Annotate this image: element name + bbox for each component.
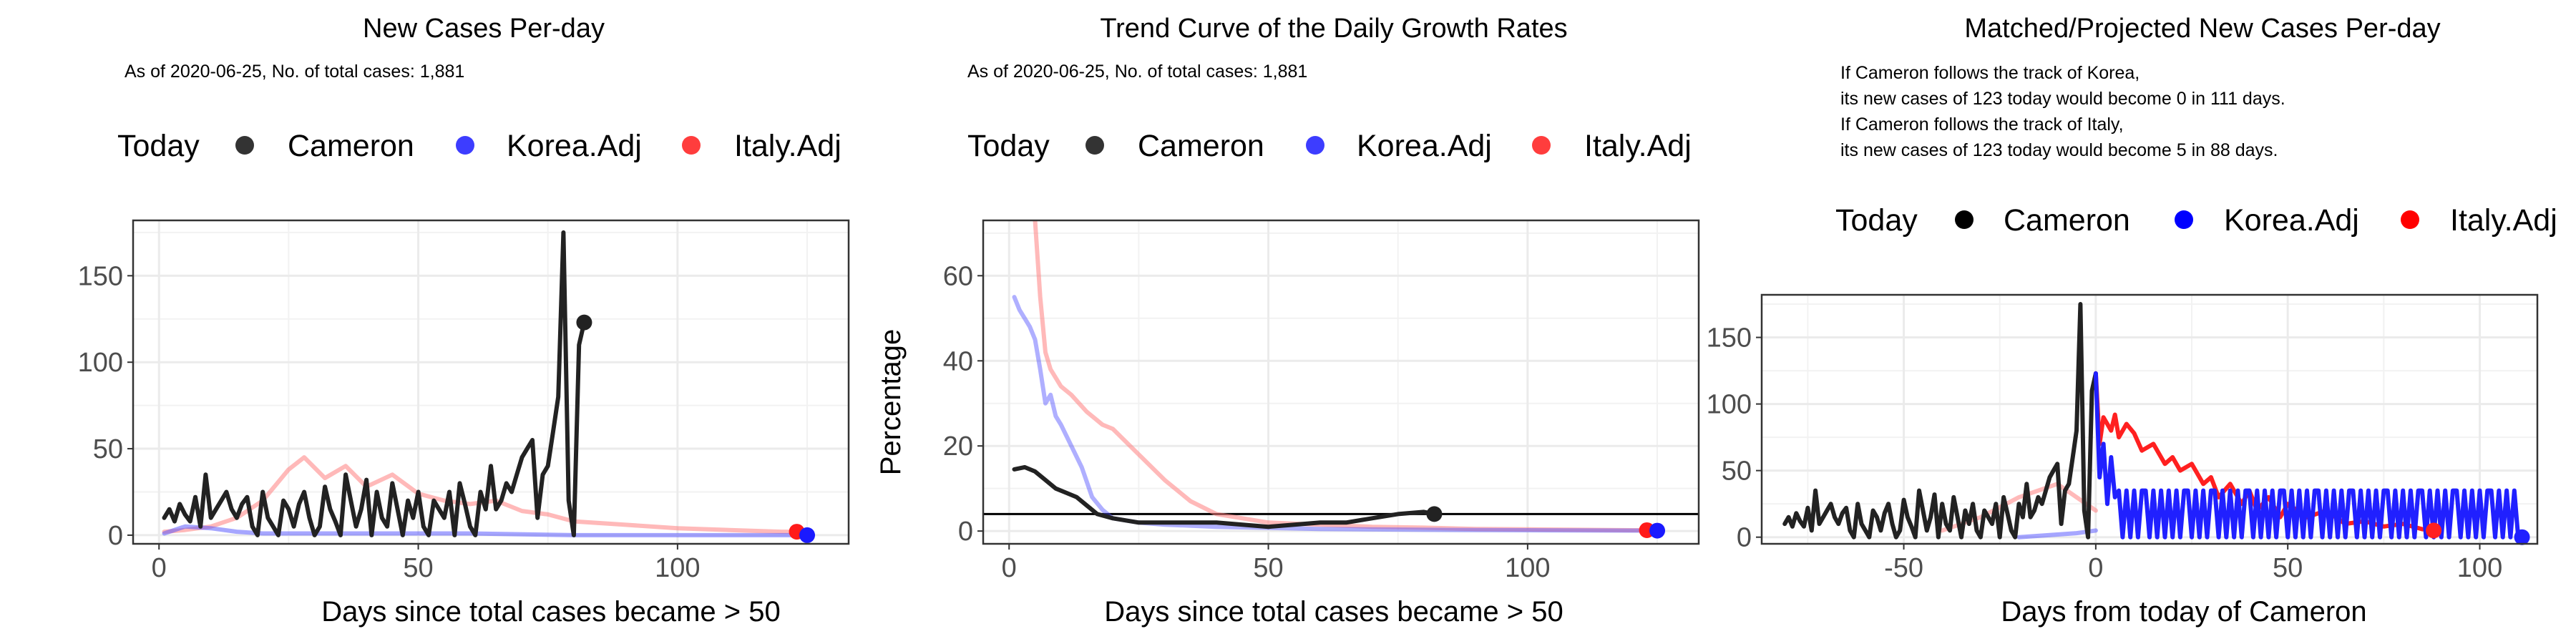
panel2-y-tick-label: 60 [943, 261, 973, 291]
panel2-legend-key-korea [1306, 136, 1324, 155]
panel3-y-tick-label: 50 [1722, 457, 1752, 487]
panel2-legend-korea: Korea.Adj [1357, 129, 1492, 163]
panel2-y-tick-label: 0 [958, 517, 973, 547]
panel1-plot-border [132, 219, 850, 545]
panel2-x-tick-label: 50 [1253, 553, 1283, 583]
panel3-x-tick-label: 0 [2088, 553, 2103, 583]
panel3-x-tick-label: -50 [1884, 553, 1923, 583]
panel-new-cases: New Cases Per-day As of 2020-06-25, No. … [78, 14, 850, 628]
panel3-series-cameron [1782, 302, 2098, 540]
panel2-xlabel: Days since total cases became > 50 [1104, 596, 1563, 628]
panel2-y-tick-label: 40 [943, 346, 973, 376]
panel1-endpoint-korea-adj [799, 527, 816, 543]
panel3-series-group [1782, 302, 2524, 540]
panel1-legend-key-cameron [235, 136, 254, 155]
panel1-title: New Cases Per-day [363, 14, 605, 44]
panel1-series-group [162, 230, 809, 537]
panel1-legend-korea: Korea.Adj [507, 129, 642, 163]
panel1-x-tick-label: 100 [655, 553, 700, 583]
panel1-y-tick-label: 0 [108, 521, 123, 551]
panel1-legend-cameron: Cameron [288, 129, 414, 163]
panel2-legend-key-italy [1532, 136, 1551, 155]
panel3-endpoint-italy-adj [2426, 522, 2442, 539]
panel2-endpoint-cameron [1426, 506, 1443, 522]
panel3-legend-key-cameron [1955, 210, 1974, 229]
panel2-endpoint-korea-adj [1649, 522, 1666, 539]
panel1-x-tick-label: 50 [403, 553, 433, 583]
panel1-y-tick-label: 150 [78, 261, 123, 291]
panel2-series-cameron [1012, 464, 1437, 530]
panel3-endpoint-korea-adj [2514, 529, 2530, 545]
panel2-y-tick-label: 20 [943, 431, 973, 462]
panel3-legend-cameron: Cameron [2004, 203, 2130, 238]
panel2-series-group [983, 220, 1699, 533]
panel1-subtitle: As of 2020-06-25, No. of total cases: 1,… [125, 62, 464, 82]
panel2-title: Trend Curve of the Daily Growth Rates [1100, 14, 1567, 44]
panel3-legend-title: Today [1835, 203, 1918, 238]
panel3-legend-key-korea [2175, 210, 2193, 229]
panel2-series-italy-adj [1033, 220, 1649, 532]
panel2-ylabel: Percentage [875, 329, 907, 476]
panel3-x-tick-label: 50 [2273, 553, 2303, 583]
panel3-y-tick-label: 100 [1707, 390, 1752, 420]
panel1-endpoint-cameron [576, 314, 592, 331]
panel3-legend-italy: Italy.Adj [2450, 203, 2557, 238]
panel2-legend-cameron: Cameron [1138, 129, 1264, 163]
panel1-legend: Today Cameron Korea.Adj Italy.Adj [117, 129, 841, 163]
panel1-series-cameron [162, 230, 587, 537]
panel3-plot-background [1762, 295, 2537, 544]
panel1-y-tick-label: 100 [78, 348, 123, 378]
panel1-legend-key-italy [682, 136, 701, 155]
panel2-x-tick-label: 100 [1505, 553, 1550, 583]
panel1-legend-key-korea [456, 136, 474, 155]
panel1-legend-title: Today [117, 129, 200, 163]
panel2-legend: Today Cameron Korea.Adj Italy.Adj [967, 129, 1692, 163]
panel3-annotation-line3: If Cameron follows the track of Italy, [1840, 114, 2124, 135]
panel2-plot-background [983, 220, 1699, 544]
panel1-plot: 0 50 100 0 50 100 150 [78, 219, 850, 583]
panel3-xlabel: Days from today of Cameron [2001, 596, 2366, 628]
panel2-legend-italy: Italy.Adj [1584, 129, 1692, 163]
panel1-y-tick-label: 50 [93, 434, 123, 464]
panel3-x-tick-label: 100 [2457, 553, 2502, 583]
panel2-plot: 0 50 100 0 20 40 60 [943, 219, 1700, 583]
panel1-x-tick-label: 0 [152, 553, 167, 583]
panel3-annotation-line2: its new cases of 123 today would become … [1840, 89, 2285, 109]
panel2-plot-border [982, 219, 1700, 545]
panel1-plot-background [133, 220, 849, 544]
panel-projected: Matched/Projected New Cases Per-day If C… [1707, 14, 2557, 628]
panel3-plot: -50 0 50 100 0 50 100 150 [1707, 293, 2539, 583]
panel3-plot-border [1760, 293, 2539, 545]
panel2-legend-title: Today [967, 129, 1050, 163]
panel3-legend-korea: Korea.Adj [2224, 203, 2359, 238]
panel2-x-tick-label: 0 [1002, 553, 1017, 583]
panel1-xlabel: Days since total cases became > 50 [321, 596, 780, 628]
panel3-y-tick-label: 150 [1707, 323, 1752, 353]
panel3-title: Matched/Projected New Cases Per-day [1964, 14, 2440, 44]
panel3-legend-key-italy [2401, 210, 2419, 229]
panel2-legend-key-cameron [1085, 136, 1104, 155]
panel3-legend: Today Cameron Korea.Adj Italy.Adj [1835, 203, 2557, 238]
panel-growth-rates: Trend Curve of the Daily Growth Rates As… [875, 14, 1700, 628]
panel3-series-korea-adj [2093, 371, 2524, 540]
panel3-y-tick-label: 0 [1737, 523, 1752, 553]
panel3-annotation-line4: its new cases of 123 today would become … [1840, 140, 2278, 160]
panel2-subtitle: As of 2020-06-25, No. of total cases: 1,… [967, 62, 1307, 82]
panel1-legend-italy: Italy.Adj [734, 129, 841, 163]
panel3-annotation-line1: If Cameron follows the track of Korea, [1840, 63, 2140, 83]
